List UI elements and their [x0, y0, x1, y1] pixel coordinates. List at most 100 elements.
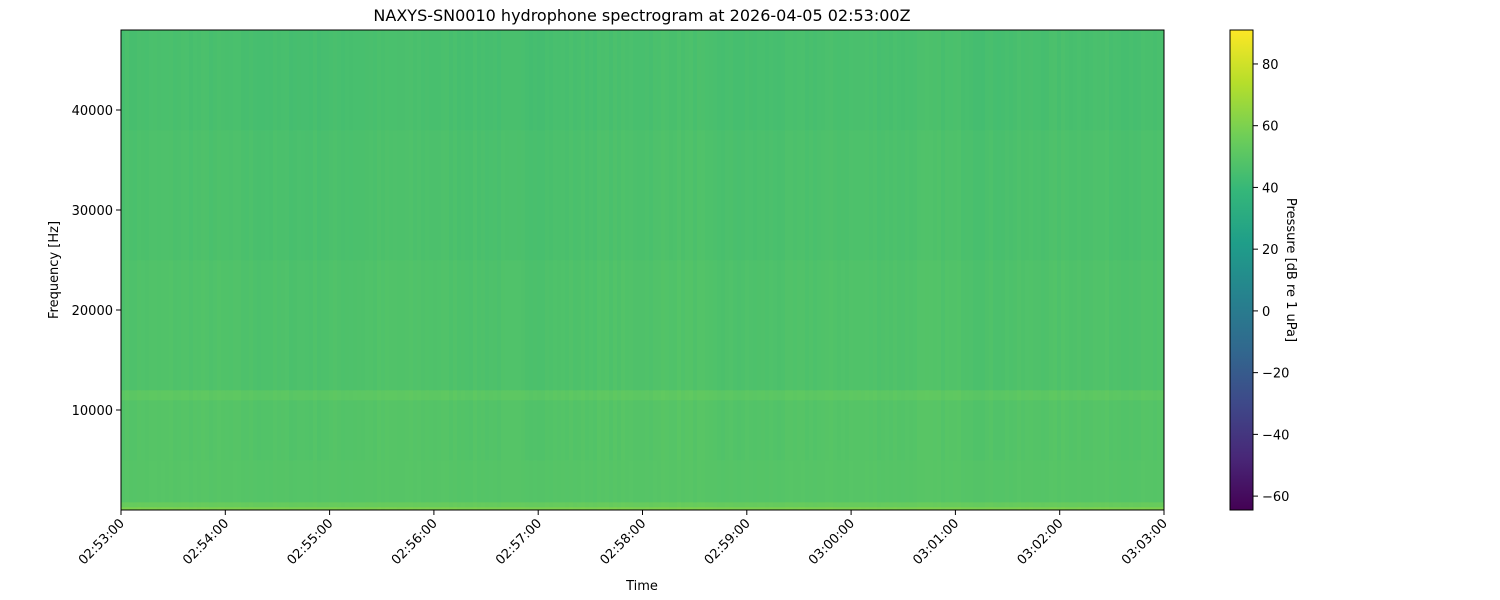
heatmap-cell [1041, 30, 1046, 131]
heatmap-cell [965, 390, 970, 401]
heatmap-cell [981, 507, 986, 511]
heatmap-cell [513, 400, 518, 461]
heatmap-cell [545, 502, 550, 508]
heatmap-cell [781, 502, 786, 508]
heatmap-cell [661, 30, 666, 131]
heatmap-cell [1157, 130, 1162, 261]
heatmap-cell [577, 130, 582, 261]
heatmap-cell [1121, 460, 1126, 503]
heatmap-cell [525, 30, 530, 131]
heatmap-cell [1041, 260, 1046, 391]
heatmap-cell [529, 460, 534, 503]
heatmap-cell [1029, 130, 1034, 261]
heatmap-cell [577, 260, 582, 391]
heatmap-cell [481, 400, 486, 461]
heatmap-cell [993, 502, 998, 508]
heatmap-cell [621, 460, 626, 503]
heatmap-cell [729, 30, 734, 131]
heatmap-cell [1093, 130, 1098, 261]
heatmap-cell [445, 260, 450, 391]
heatmap-cell [173, 507, 178, 511]
heatmap-cell [945, 130, 950, 261]
heatmap-cell [701, 400, 706, 461]
heatmap-cell [1149, 460, 1154, 503]
heatmap-cell [1017, 502, 1022, 508]
heatmap-cell [1025, 507, 1030, 511]
heatmap-cell [917, 260, 922, 391]
heatmap-cell [1149, 30, 1154, 131]
heatmap-cell [697, 260, 702, 391]
heatmap-cell [649, 460, 654, 503]
heatmap-cell [589, 460, 594, 503]
heatmap-cell [985, 260, 990, 391]
heatmap-cell [721, 130, 726, 261]
colorbar-tick-label: −20 [1262, 367, 1289, 382]
heatmap-cell [365, 502, 370, 508]
heatmap-cell [645, 260, 650, 391]
heatmap-cell [585, 30, 590, 131]
heatmap-cell [1069, 30, 1074, 131]
heatmap-cell [597, 260, 602, 391]
heatmap-cell [521, 507, 526, 511]
heatmap-cell [165, 30, 170, 131]
heatmap-cell [885, 260, 890, 391]
heatmap-cell [269, 260, 274, 391]
heatmap-cell [345, 30, 350, 131]
heatmap-cell [141, 390, 146, 401]
heatmap-cell [969, 400, 974, 461]
heatmap-cell [897, 260, 902, 391]
heatmap-cell [833, 30, 838, 131]
heatmap-cell [1029, 390, 1034, 401]
heatmap-cell [769, 400, 774, 461]
heatmap-cell [233, 130, 238, 261]
heatmap-cell [497, 30, 502, 131]
heatmap-cell [145, 260, 150, 391]
heatmap-cell [885, 30, 890, 131]
heatmap-cell [621, 130, 626, 261]
heatmap-cell [1069, 260, 1074, 391]
heatmap-cell [529, 260, 534, 391]
heatmap-cell [1057, 460, 1062, 503]
heatmap-cell [497, 460, 502, 503]
heatmap-cell [1085, 460, 1090, 503]
heatmap-cell [669, 507, 674, 511]
heatmap-cell [317, 130, 322, 261]
heatmap-cell [605, 507, 610, 511]
heatmap-cell [1085, 260, 1090, 391]
heatmap-cell [457, 502, 462, 508]
heatmap-cell [889, 260, 894, 391]
heatmap-cell [689, 390, 694, 401]
heatmap-cell [437, 460, 442, 503]
heatmap-cell [941, 460, 946, 503]
heatmap-cell [1137, 507, 1142, 511]
heatmap-cell [569, 30, 574, 131]
heatmap-cell [777, 30, 782, 131]
heatmap-cell [933, 460, 938, 503]
heatmap-cell [605, 460, 610, 503]
heatmap-cell [1025, 30, 1030, 131]
heatmap-cell [265, 130, 270, 261]
heatmap-cell [1025, 390, 1030, 401]
heatmap-cell [357, 260, 362, 391]
heatmap-cell [217, 502, 222, 508]
heatmap-cell [281, 502, 286, 508]
heatmap-cell [705, 400, 710, 461]
heatmap-cell [813, 130, 818, 261]
heatmap-cell [621, 502, 626, 508]
heatmap-cell [701, 502, 706, 508]
heatmap-cell [1033, 507, 1038, 511]
heatmap-cell [653, 30, 658, 131]
heatmap-cell [1093, 507, 1098, 511]
heatmap-cell [225, 507, 230, 511]
heatmap-cell [241, 390, 246, 401]
heatmap-cell [1145, 460, 1150, 503]
heatmap-cell [1153, 30, 1158, 131]
heatmap-cell [1061, 260, 1066, 391]
heatmap-cell [429, 130, 434, 261]
heatmap-cell [1073, 130, 1078, 261]
heatmap-cell [529, 502, 534, 508]
heatmap-cell [861, 502, 866, 508]
heatmap-cell [1125, 390, 1130, 401]
heatmap-cell [741, 130, 746, 261]
